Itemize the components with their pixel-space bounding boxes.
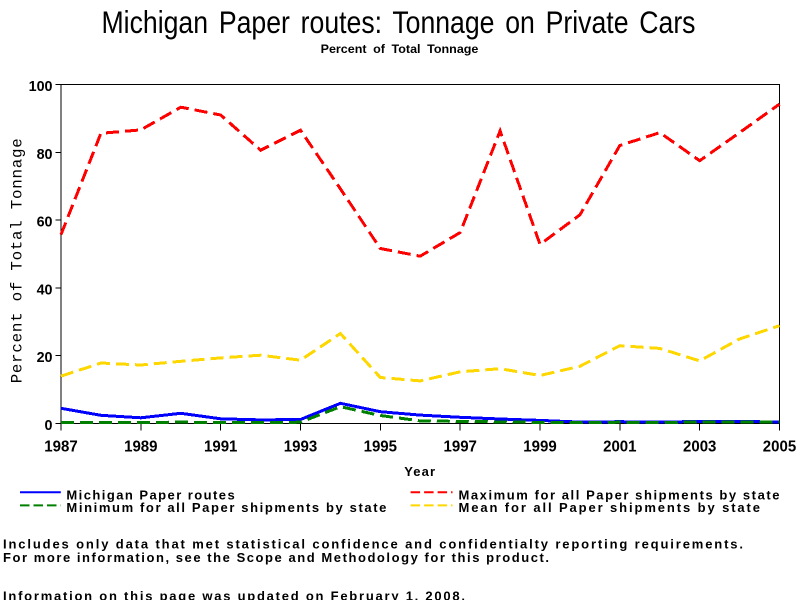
svg-text:2005: 2005 [763, 439, 797, 456]
svg-text:Michigan Paper routes: Michigan Paper routes [66, 488, 234, 503]
svg-text:1999: 1999 [523, 439, 557, 456]
svg-text:Year: Year [404, 464, 435, 479]
svg-text:1997: 1997 [444, 439, 478, 456]
svg-text:For more information, see the: For more information, see the Scope and … [3, 550, 549, 565]
svg-text:20: 20 [37, 350, 53, 366]
svg-text:Mean for all Paper shipments b: Mean for all Paper shipments by state [459, 500, 761, 515]
svg-text:1989: 1989 [124, 439, 158, 456]
svg-text:1993: 1993 [284, 439, 318, 456]
svg-text:Percent of Total Tonnage: Percent of Total Tonnage [321, 42, 479, 56]
svg-text:100: 100 [29, 79, 53, 95]
svg-text:Michigan Paper routes: Tonnage: Michigan Paper routes: Tonnage on Privat… [102, 4, 696, 40]
svg-text:60: 60 [37, 215, 53, 231]
svg-text:Maximum for all Paper shipment: Maximum for all Paper shipments by state [459, 488, 780, 503]
svg-text:Information on this page was u: Information on this page was updated on … [3, 589, 465, 600]
svg-text:Includes only data that met st: Includes only data that met statistical … [3, 537, 743, 552]
svg-text:Percent of Total Tonnage: Percent of Total Tonnage [9, 138, 27, 383]
svg-text:40: 40 [37, 282, 53, 298]
svg-text:0: 0 [45, 418, 53, 434]
svg-text:1995: 1995 [364, 439, 398, 456]
svg-text:1991: 1991 [204, 439, 238, 456]
svg-text:2003: 2003 [683, 439, 717, 456]
svg-text:Minimum for all Paper shipment: Minimum for all Paper shipments by state [66, 500, 386, 515]
svg-text:2001: 2001 [603, 439, 637, 456]
svg-text:1987: 1987 [44, 439, 78, 456]
svg-text:80: 80 [37, 147, 53, 163]
